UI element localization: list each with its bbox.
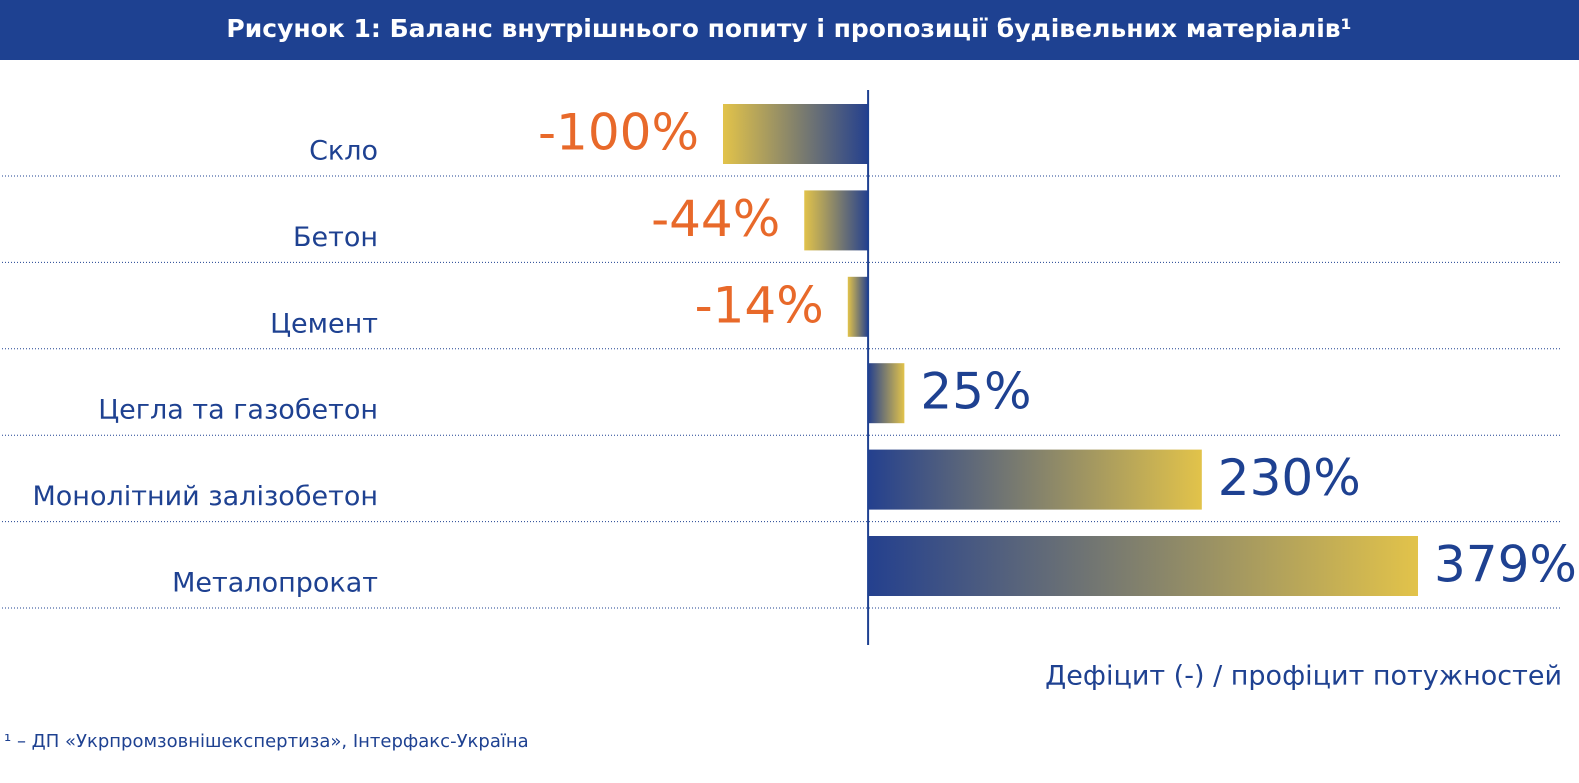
bar — [868, 536, 1418, 596]
category-label: Металопрокат — [172, 568, 378, 599]
category-label: Монолітний залізобетон — [32, 481, 378, 512]
bar — [847, 276, 869, 337]
value-label: -14% — [695, 276, 824, 334]
value-label: 230% — [1218, 449, 1361, 507]
category-label: Цегла та газобетон — [98, 395, 378, 426]
chart-title: Рисунок 1: Баланс внутрішнього попиту і … — [226, 14, 1351, 43]
value-label: 25% — [920, 363, 1031, 421]
value-label: 379% — [1434, 536, 1577, 594]
x-axis-label: Дефіцит (-) / профіцит потужностей — [1045, 661, 1562, 692]
category-label: Бетон — [293, 222, 378, 253]
bar — [868, 363, 905, 424]
footnote: ¹ – ДП «Укрпромзовнішекспертиза», Інтерф… — [4, 731, 529, 752]
bar — [804, 190, 869, 251]
bar — [723, 104, 869, 164]
category-label: Цемент — [270, 308, 378, 339]
title-bar — [0, 0, 1579, 60]
value-label: -44% — [651, 190, 780, 248]
bar — [868, 449, 1202, 510]
category-label: Скло — [309, 136, 378, 167]
value-label: -100% — [538, 104, 699, 162]
